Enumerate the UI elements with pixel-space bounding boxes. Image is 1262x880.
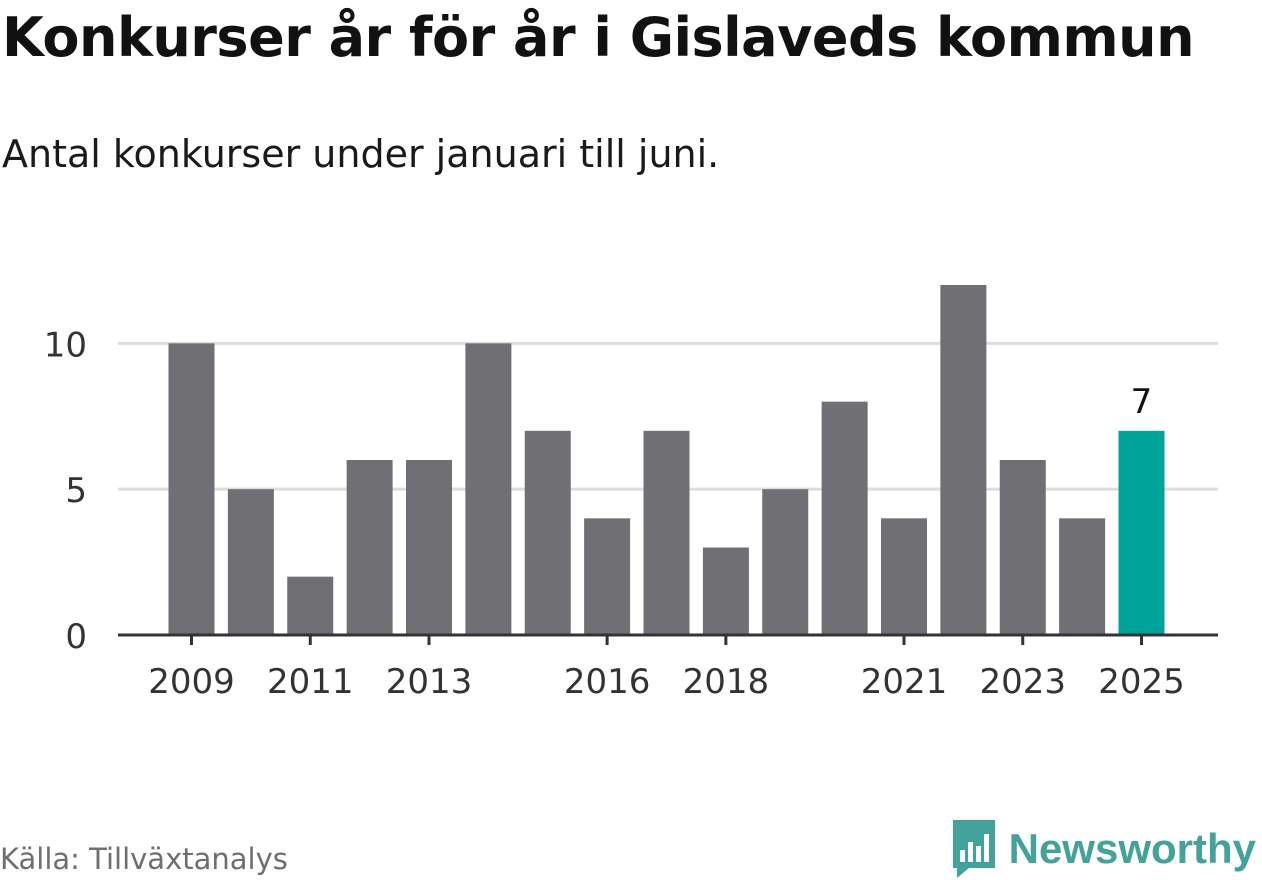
x-tick-label: 2016 bbox=[564, 662, 651, 702]
x-tick-label: 2011 bbox=[267, 662, 354, 702]
bar-2025 bbox=[1118, 430, 1165, 635]
y-tick-label: 10 bbox=[44, 325, 87, 365]
bar-2013 bbox=[406, 460, 452, 635]
bar-2015 bbox=[524, 430, 571, 635]
source-note: Källa: Tillväxtanalys bbox=[0, 842, 288, 876]
x-tick-label: 2023 bbox=[979, 662, 1066, 702]
bar-2012 bbox=[346, 460, 393, 635]
chart-subtitle: Antal konkurser under januari till juni. bbox=[2, 132, 720, 176]
x-tick-label: 2009 bbox=[148, 662, 235, 702]
bar-2018 bbox=[702, 547, 749, 635]
bar-2019 bbox=[762, 489, 809, 635]
bar-2022 bbox=[940, 285, 987, 635]
bar-chart: 0 5 10 2009 2011 2013 2016 2018 2021 2023 2025 7 bbox=[44, 285, 1218, 702]
bar-2021 bbox=[881, 518, 927, 635]
bar-2023 bbox=[999, 460, 1046, 635]
bar-2020 bbox=[821, 401, 868, 635]
x-tick-label: 2018 bbox=[683, 662, 770, 702]
x-axis bbox=[118, 633, 1218, 645]
bars bbox=[168, 285, 1165, 635]
bar-2016 bbox=[584, 518, 631, 635]
bar-2017 bbox=[643, 430, 690, 635]
brand-logo: Newsworthy bbox=[949, 818, 1256, 880]
y-tick-label: 0 bbox=[65, 617, 87, 657]
bar-2011 bbox=[287, 576, 334, 635]
bar-2010 bbox=[227, 489, 274, 635]
bar-2009 bbox=[168, 343, 215, 635]
brand-name: Newsworthy bbox=[1008, 825, 1256, 872]
data-label: 7 bbox=[1131, 382, 1153, 422]
x-tick-label: 2013 bbox=[386, 662, 473, 702]
newsworthy-logo-icon bbox=[952, 820, 995, 878]
x-tick-label: 2025 bbox=[1098, 662, 1185, 702]
y-tick-label: 5 bbox=[65, 471, 87, 511]
bar-2024 bbox=[1059, 518, 1106, 635]
labels: 0 5 10 2009 2011 2013 2016 2018 2021 2023 2025 7 bbox=[44, 325, 1185, 702]
bar-2014 bbox=[465, 343, 512, 635]
chart-title: Konkurser år för år i Gislaveds kommun bbox=[2, 6, 1195, 69]
x-tick-label: 2021 bbox=[861, 662, 948, 702]
